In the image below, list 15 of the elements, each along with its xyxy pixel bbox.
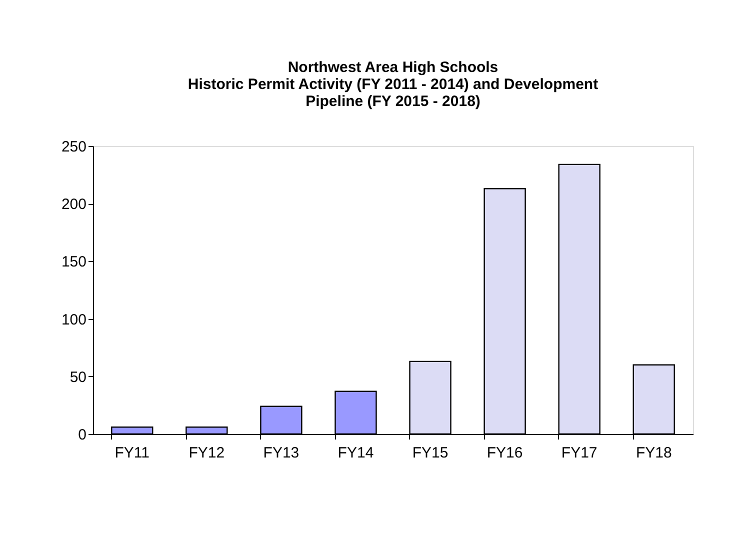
x-tick-label: FY15 <box>412 444 448 462</box>
y-tick-label: 200 <box>61 196 86 214</box>
y-tick-label: 0 <box>78 426 86 444</box>
x-tick-label: FY18 <box>636 444 672 462</box>
y-tick-label: 50 <box>70 368 86 386</box>
x-tick-label: FY14 <box>338 444 374 462</box>
x-tick-label: FY17 <box>561 444 598 462</box>
y-tick-label: 150 <box>61 254 86 271</box>
y-tick-label: 100 <box>61 311 86 328</box>
chart-title: Northwest Area High Schools Historic Permit Activity (FY 2011 - 2014) and Development Pipeline (FY 2015 - 2018) <box>188 59 598 110</box>
x-tick-label: FY12 <box>188 444 225 462</box>
x-tick-label: FY13 <box>263 444 300 462</box>
y-tick-label: 250 <box>61 138 86 156</box>
x-tick-label: FY11 <box>114 444 150 462</box>
x-tick-label: FY16 <box>486 444 523 462</box>
